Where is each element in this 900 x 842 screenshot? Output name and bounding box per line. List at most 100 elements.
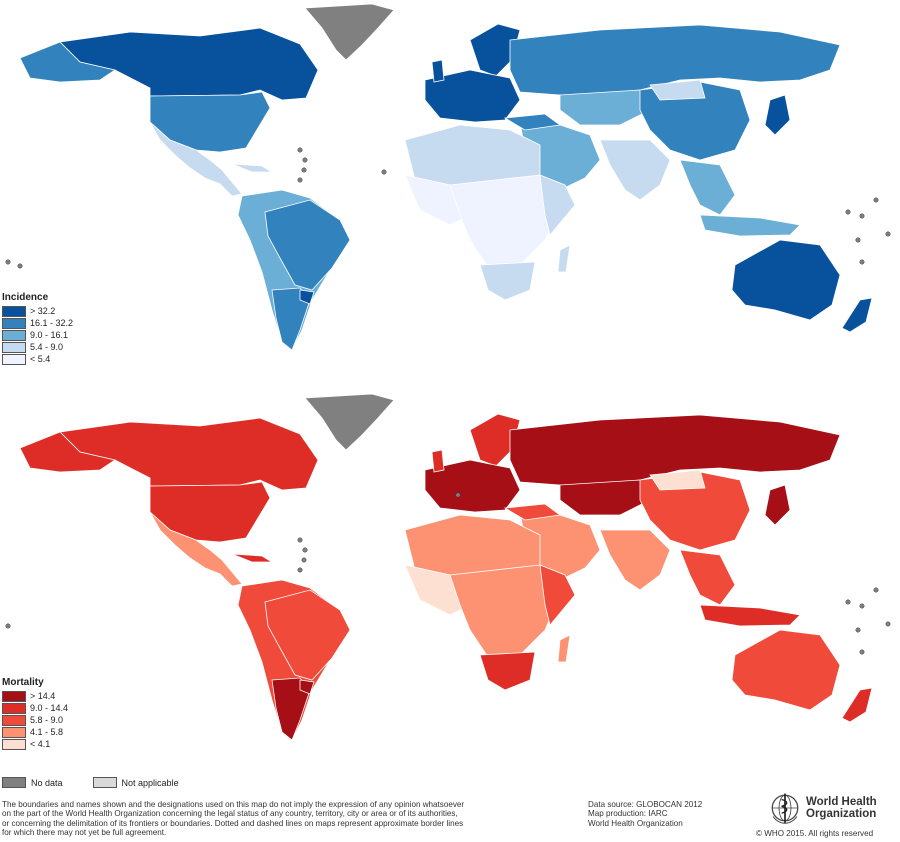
incidence-legend: Incidence > 32.2 16.1 - 32.2 9.0 - 16.1 … [2, 292, 73, 365]
caribbean [231, 163, 274, 173]
southeast-asia [679, 159, 736, 216]
mortality-legend-item: 5.8 - 9.0 [2, 714, 68, 726]
western-europe [424, 459, 521, 513]
russia [509, 24, 841, 96]
alaska [19, 431, 116, 473]
australia [731, 239, 841, 321]
west-africa [404, 564, 471, 616]
mexico [149, 121, 243, 197]
east-africa [539, 564, 576, 626]
island-markers [5, 147, 891, 269]
japan [764, 484, 791, 526]
southern-africa [479, 261, 536, 301]
indonesia [699, 214, 801, 237]
legend-label: 4.1 - 5.8 [30, 727, 64, 737]
legend-label: > 14.4 [30, 691, 56, 701]
mortality-legend: Mortality > 14.4 9.0 - 14.4 5.8 - 9.0 4.… [2, 677, 68, 750]
greenland [304, 3, 395, 61]
incidence-legend-item: > 32.2 [2, 305, 73, 317]
legend-swatch [2, 738, 26, 750]
status-legend: No data Not applicable [2, 777, 179, 788]
disclaimer-line: for which there may not yet be full agre… [2, 828, 167, 838]
kazakhstan [559, 89, 651, 126]
kazakhstan [559, 479, 651, 516]
india [599, 139, 671, 201]
russia [509, 414, 841, 486]
brazil [264, 199, 351, 291]
legend-swatch [2, 353, 26, 365]
incidence-legend-item: 9.0 - 16.1 [2, 329, 73, 341]
legend-swatch [2, 702, 26, 714]
canada [59, 417, 319, 491]
incidence-map [0, 0, 900, 400]
mortality-legend-item: 9.0 - 14.4 [2, 702, 68, 714]
uruguay [299, 289, 315, 305]
mortality-legend-title: Mortality [2, 677, 44, 688]
source-line: World Health Organization [588, 818, 683, 828]
indonesia [699, 604, 801, 627]
who-name-line: World Health [806, 796, 877, 808]
india [599, 529, 671, 591]
mongolia [649, 79, 706, 101]
canada [59, 27, 319, 101]
legend-swatch [2, 305, 26, 317]
uruguay [299, 679, 315, 695]
legend-swatch [2, 690, 26, 702]
brazil [264, 589, 351, 681]
west-africa [404, 174, 471, 226]
mongolia [649, 469, 706, 491]
no-data-label: No data [31, 777, 63, 788]
legend-label: < 5.4 [30, 354, 51, 364]
not-applicable-label: Not applicable [121, 777, 179, 788]
source-line: Data source: GLOBOCAN 2012 [588, 800, 703, 809]
legend-label: 5.4 - 9.0 [30, 342, 64, 352]
mortality-legend-item: 4.1 - 5.8 [2, 726, 68, 738]
china [639, 81, 751, 161]
incidence-map-svg [5, 3, 891, 351]
disclaimer-line: or concerning the delimitation of its fr… [2, 818, 464, 828]
mexico [149, 511, 243, 587]
incidence-legend-title: Incidence [2, 292, 49, 303]
new-zealand [841, 297, 873, 333]
east-africa [539, 174, 576, 236]
mortality-map-svg [5, 393, 891, 741]
legend-swatch [2, 317, 26, 329]
who-logo: World Health Organization [768, 791, 877, 825]
legend-label: < 4.1 [30, 739, 51, 749]
southeast-asia [679, 549, 736, 606]
incidence-legend-item: 16.1 - 32.2 [2, 317, 73, 329]
turkey [503, 503, 562, 521]
legend-label: 9.0 - 16.1 [30, 330, 69, 340]
legend-swatch [2, 341, 26, 353]
mortality-legend-item: < 4.1 [2, 738, 68, 750]
who-name: World Health Organization [806, 796, 877, 820]
no-data-swatch [2, 777, 26, 788]
legend-swatch [2, 714, 26, 726]
copyright-text: © WHO 2015. All rights reserved [756, 829, 874, 838]
north-africa [404, 514, 541, 576]
legend-label: 16.1 - 32.2 [30, 318, 74, 328]
source-line: Map production: IARC [588, 809, 668, 819]
mortality-legend-item: > 14.4 [2, 690, 68, 702]
who-name-line: Organization [806, 808, 877, 820]
legend-swatch [2, 329, 26, 341]
disclaimer-line: on the part of the World Health Organiza… [2, 809, 458, 819]
mortality-map [0, 390, 900, 790]
island-markers [5, 492, 891, 655]
disclaimer-text: The boundaries and names shown and the d… [2, 800, 572, 838]
australia [731, 629, 841, 711]
uk [431, 59, 445, 83]
who-emblem-icon [771, 793, 799, 824]
uk [431, 449, 445, 473]
china [639, 471, 751, 551]
legend-label: > 32.2 [30, 306, 56, 316]
madagascar [557, 634, 571, 663]
western-europe [424, 69, 521, 123]
incidence-legend-item: 5.4 - 9.0 [2, 341, 73, 353]
madagascar [557, 244, 571, 273]
north-africa [404, 124, 541, 186]
legend-label: 9.0 - 14.4 [30, 703, 69, 713]
caribbean [231, 553, 274, 563]
japan [764, 94, 791, 136]
southern-africa [479, 651, 536, 691]
